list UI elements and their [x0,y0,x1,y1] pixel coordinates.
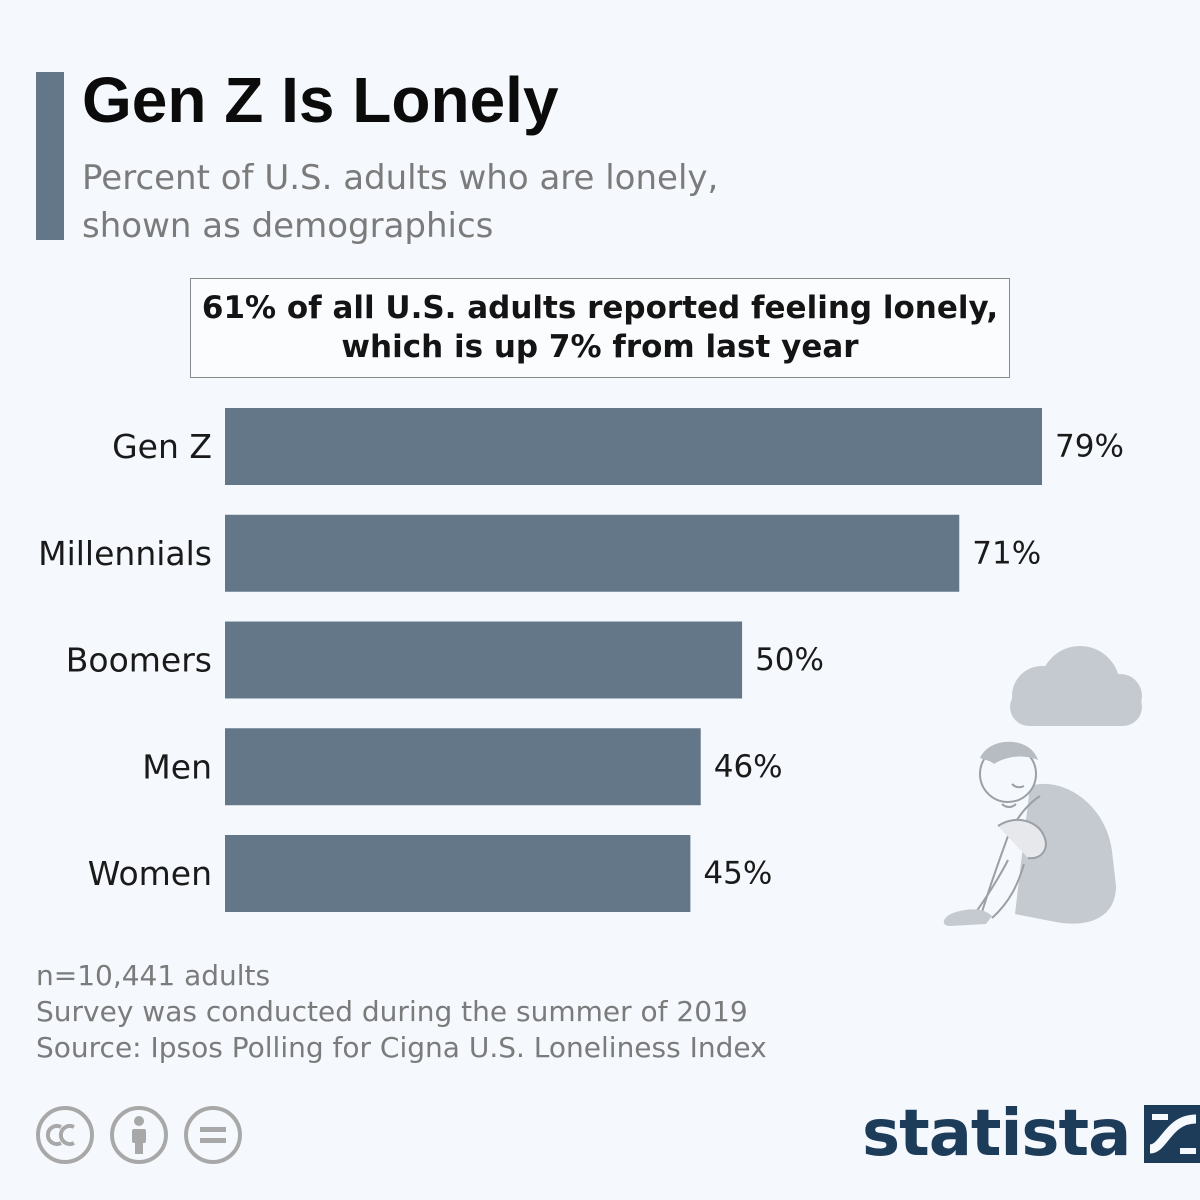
value-label: 71% [972,535,1041,571]
brand-wordmark: statista [862,1097,1131,1171]
person-icon [943,741,1116,926]
attribution-icon [110,1106,168,1164]
no-derivatives-icon [184,1106,242,1164]
chart-subtitle: Percent of U.S. adults who are lonely, s… [82,154,842,250]
chart-title: Gen Z Is Lonely [82,64,559,136]
license-icons [36,1106,242,1164]
callout-line-2: which is up 7% from last year [341,329,859,365]
category-label: Gen Z [112,427,212,466]
bar-gen-z [225,408,1042,485]
bar-men [225,728,701,806]
subtitle-line-1: Percent of U.S. adults who are lonely, [82,158,719,198]
lonely-person-illustration [943,646,1142,926]
callout-box: 61% of all U.S. adults reported feeling … [190,278,1010,378]
cloud-icon [1010,646,1142,726]
bar-women [225,835,691,912]
category-label: Millennials [38,534,212,573]
bar-millennials [225,514,960,592]
source-note: Source: Ipsos Polling for Cigna U.S. Lon… [36,1031,767,1064]
category-label: Boomers [66,641,212,680]
survey-date-note: Survey was conducted during the summer o… [36,995,748,1028]
value-label: 50% [755,642,824,678]
value-label: 79% [1055,429,1124,465]
subtitle-line-2: shown as demographics [82,206,494,246]
value-label: 46% [714,749,783,785]
title-accent-bar [36,72,64,240]
statista-logo: statista [862,1096,1200,1172]
bar-boomers [225,621,743,699]
callout-line-1: 61% of all U.S. adults reported feeling … [201,290,999,326]
statista-mark-icon [1144,1105,1200,1163]
value-label: 45% [703,856,772,892]
category-label: Women [88,854,212,893]
category-label: Men [142,747,212,786]
sample-size-note: n=10,441 adults [36,959,271,992]
creative-commons-icon [36,1106,94,1164]
footnotes: n=10,441 adults Survey was conducted dur… [36,958,767,1066]
